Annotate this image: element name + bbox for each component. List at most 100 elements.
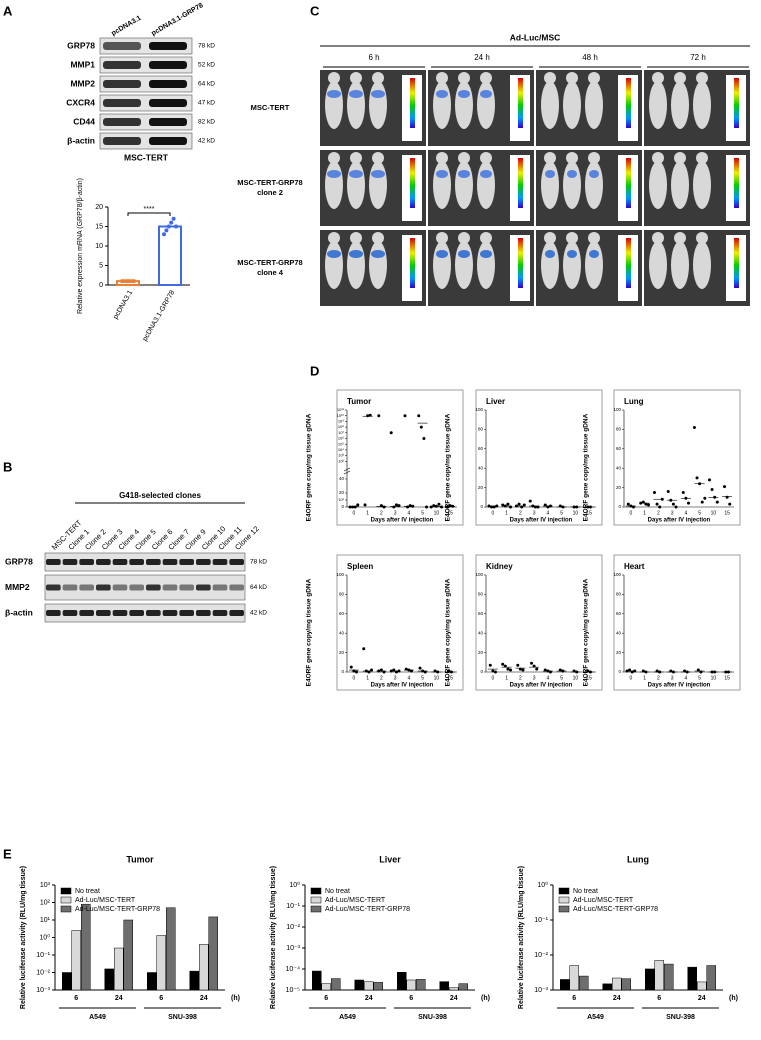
y-axis-label: E4ORF gene copy/mg tissue gDNA [306, 413, 313, 521]
point [535, 667, 539, 671]
point [362, 647, 366, 651]
y-axis-label: Relative luciferase activity (RLU/mg tis… [270, 866, 277, 1009]
row-label: MSC-TERT [251, 103, 290, 112]
y-tick-label: 100 [475, 407, 483, 412]
y-tick-label: 40 [339, 476, 345, 481]
x-tick-label: 2 [657, 510, 660, 516]
bar [654, 960, 664, 991]
mouse [433, 241, 451, 289]
y-tick-label: 10³ [338, 453, 344, 458]
protein-label: GRP78 [5, 556, 33, 566]
blot-band [96, 559, 111, 565]
point [356, 503, 360, 507]
mouse [369, 241, 387, 289]
blot-band [112, 584, 128, 591]
y-tick-label: 10⁻³ [36, 987, 50, 994]
protein-label: β-actin [67, 135, 95, 145]
plot-frame [613, 554, 741, 691]
x-tick-label: 4 [407, 510, 410, 516]
x-tick-label: 6 [572, 995, 576, 1002]
mouse [347, 81, 365, 129]
point [429, 505, 433, 509]
mouse-head [372, 232, 384, 244]
point [506, 667, 510, 671]
y-axis-label: Relative luciferase activity (RLU/mg tis… [518, 866, 525, 1009]
x-tick-label: 6 [74, 995, 78, 1002]
bar [312, 970, 322, 991]
y-tick-label: 60 [616, 611, 622, 616]
point [382, 505, 386, 509]
signal [589, 250, 599, 258]
color-scale [410, 78, 415, 128]
x-tick-label: 15 [724, 675, 730, 681]
point [348, 505, 352, 509]
mouse-head [544, 72, 556, 84]
blot-band [212, 584, 228, 591]
point [349, 665, 353, 669]
y-tick-label: 10⁻⁴ [286, 966, 301, 973]
x-tick-label: 3 [533, 510, 536, 516]
y-tick-label: 80 [616, 427, 622, 432]
mouse-head [696, 152, 708, 164]
blot-band [179, 584, 194, 591]
bar [373, 982, 383, 991]
bar [81, 903, 91, 991]
mouse-head [436, 152, 448, 164]
mouse-head [350, 232, 362, 244]
blot-band [129, 559, 144, 565]
legend-label: No treat [75, 888, 100, 895]
legend-swatch [60, 896, 72, 904]
protein-label: MMP1 [70, 59, 95, 69]
x-tick-label: 4 [684, 675, 687, 681]
y-tick-label: 10⁻¹ [534, 917, 548, 924]
time-label: 72 h [690, 53, 706, 62]
plot-title: Spleen [347, 562, 373, 571]
point [626, 502, 630, 506]
mouse-head [350, 152, 362, 164]
blot-band [46, 584, 61, 591]
bar [166, 907, 176, 991]
point [655, 502, 659, 506]
significance: **** [144, 206, 155, 213]
point [351, 505, 355, 509]
x-tick-label: 0 [629, 510, 632, 516]
y-tick-label: 10³ [40, 882, 51, 889]
x-tick-label: 2 [380, 675, 383, 681]
y-tick-label: 10⁻⁵ [286, 987, 300, 994]
signal [436, 250, 448, 258]
plot-frame [613, 389, 741, 526]
point [169, 220, 174, 225]
y-tick-label: 0 [99, 282, 103, 289]
lane-label: pcDNA3.1-GRP78 [150, 2, 204, 37]
x-tick-label: 0 [491, 675, 494, 681]
legend-swatch [60, 887, 72, 895]
legend-label: Ad-Luc/MSC-TERT [75, 897, 136, 904]
size-label: 64 kD [250, 584, 267, 591]
x-axis-label: Days after IV injection [510, 518, 573, 524]
mouse [433, 161, 451, 209]
y-tick-label: 10⁻³ [534, 987, 548, 994]
size-label: 82 kD [198, 119, 215, 126]
mouse-head [350, 72, 362, 84]
blot-band [96, 610, 111, 616]
point [509, 668, 513, 672]
x-tick-label: 1 [505, 510, 508, 516]
x-axis-label: Days after IV injection [510, 683, 573, 689]
mouse [671, 81, 689, 129]
mouse-head [328, 232, 340, 244]
point [700, 500, 704, 504]
x-unit: (h) [729, 995, 738, 1002]
mouse-head [436, 232, 448, 244]
legend-label: Ad-Luc/MSC-TERT-GRP78 [75, 906, 160, 913]
mouse-head [480, 72, 492, 84]
x-tick-label: 5 [698, 510, 701, 516]
mouse [347, 241, 365, 289]
color-scale [734, 78, 739, 128]
mouse-head [480, 232, 492, 244]
blot-band [212, 610, 228, 616]
y-axis-label: E4ORF gene copy/mg tissue gDNA [445, 413, 452, 521]
mouse [477, 241, 495, 289]
x-tick-label: 10 [711, 510, 717, 516]
signal [458, 90, 470, 98]
